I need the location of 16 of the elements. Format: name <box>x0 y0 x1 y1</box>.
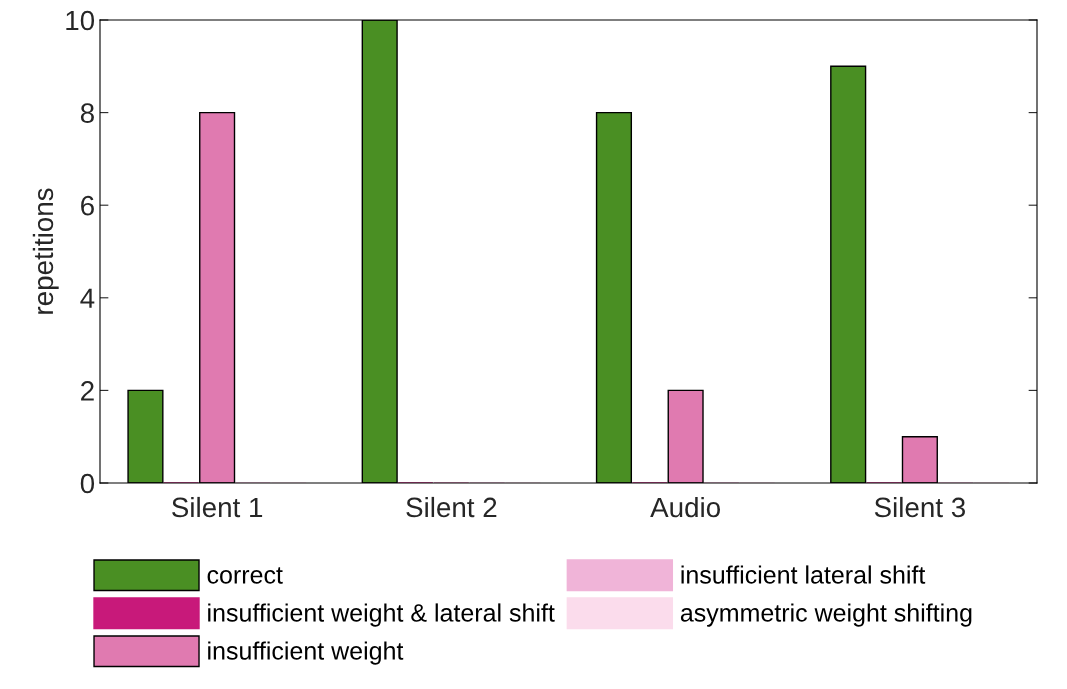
x-tick-label: Silent 3 <box>874 496 965 518</box>
legend-label: correct <box>207 567 283 584</box>
x-tick-label: Audio <box>650 496 720 518</box>
x-tick-label: Silent 2 <box>406 496 497 518</box>
legend-label: insufficient weight <box>208 641 404 665</box>
legend-label: insufficient lateral shift <box>681 565 926 584</box>
y-tick-label: 4 <box>80 288 95 308</box>
y-tick-label: 2 <box>81 381 94 401</box>
legend-label: asymmetric weight shifting <box>680 603 972 627</box>
y-tick-label: 6 <box>81 195 94 216</box>
y-axis-title: repetitions <box>32 188 59 314</box>
x-tick-label: Silent 1 <box>172 496 263 518</box>
y-tick-label: 10 <box>66 10 95 31</box>
y-tick-label: 0 <box>80 473 95 494</box>
y-tick-label: 8 <box>80 103 94 123</box>
legend-label: insufficient weight & lateral shift <box>208 603 555 627</box>
